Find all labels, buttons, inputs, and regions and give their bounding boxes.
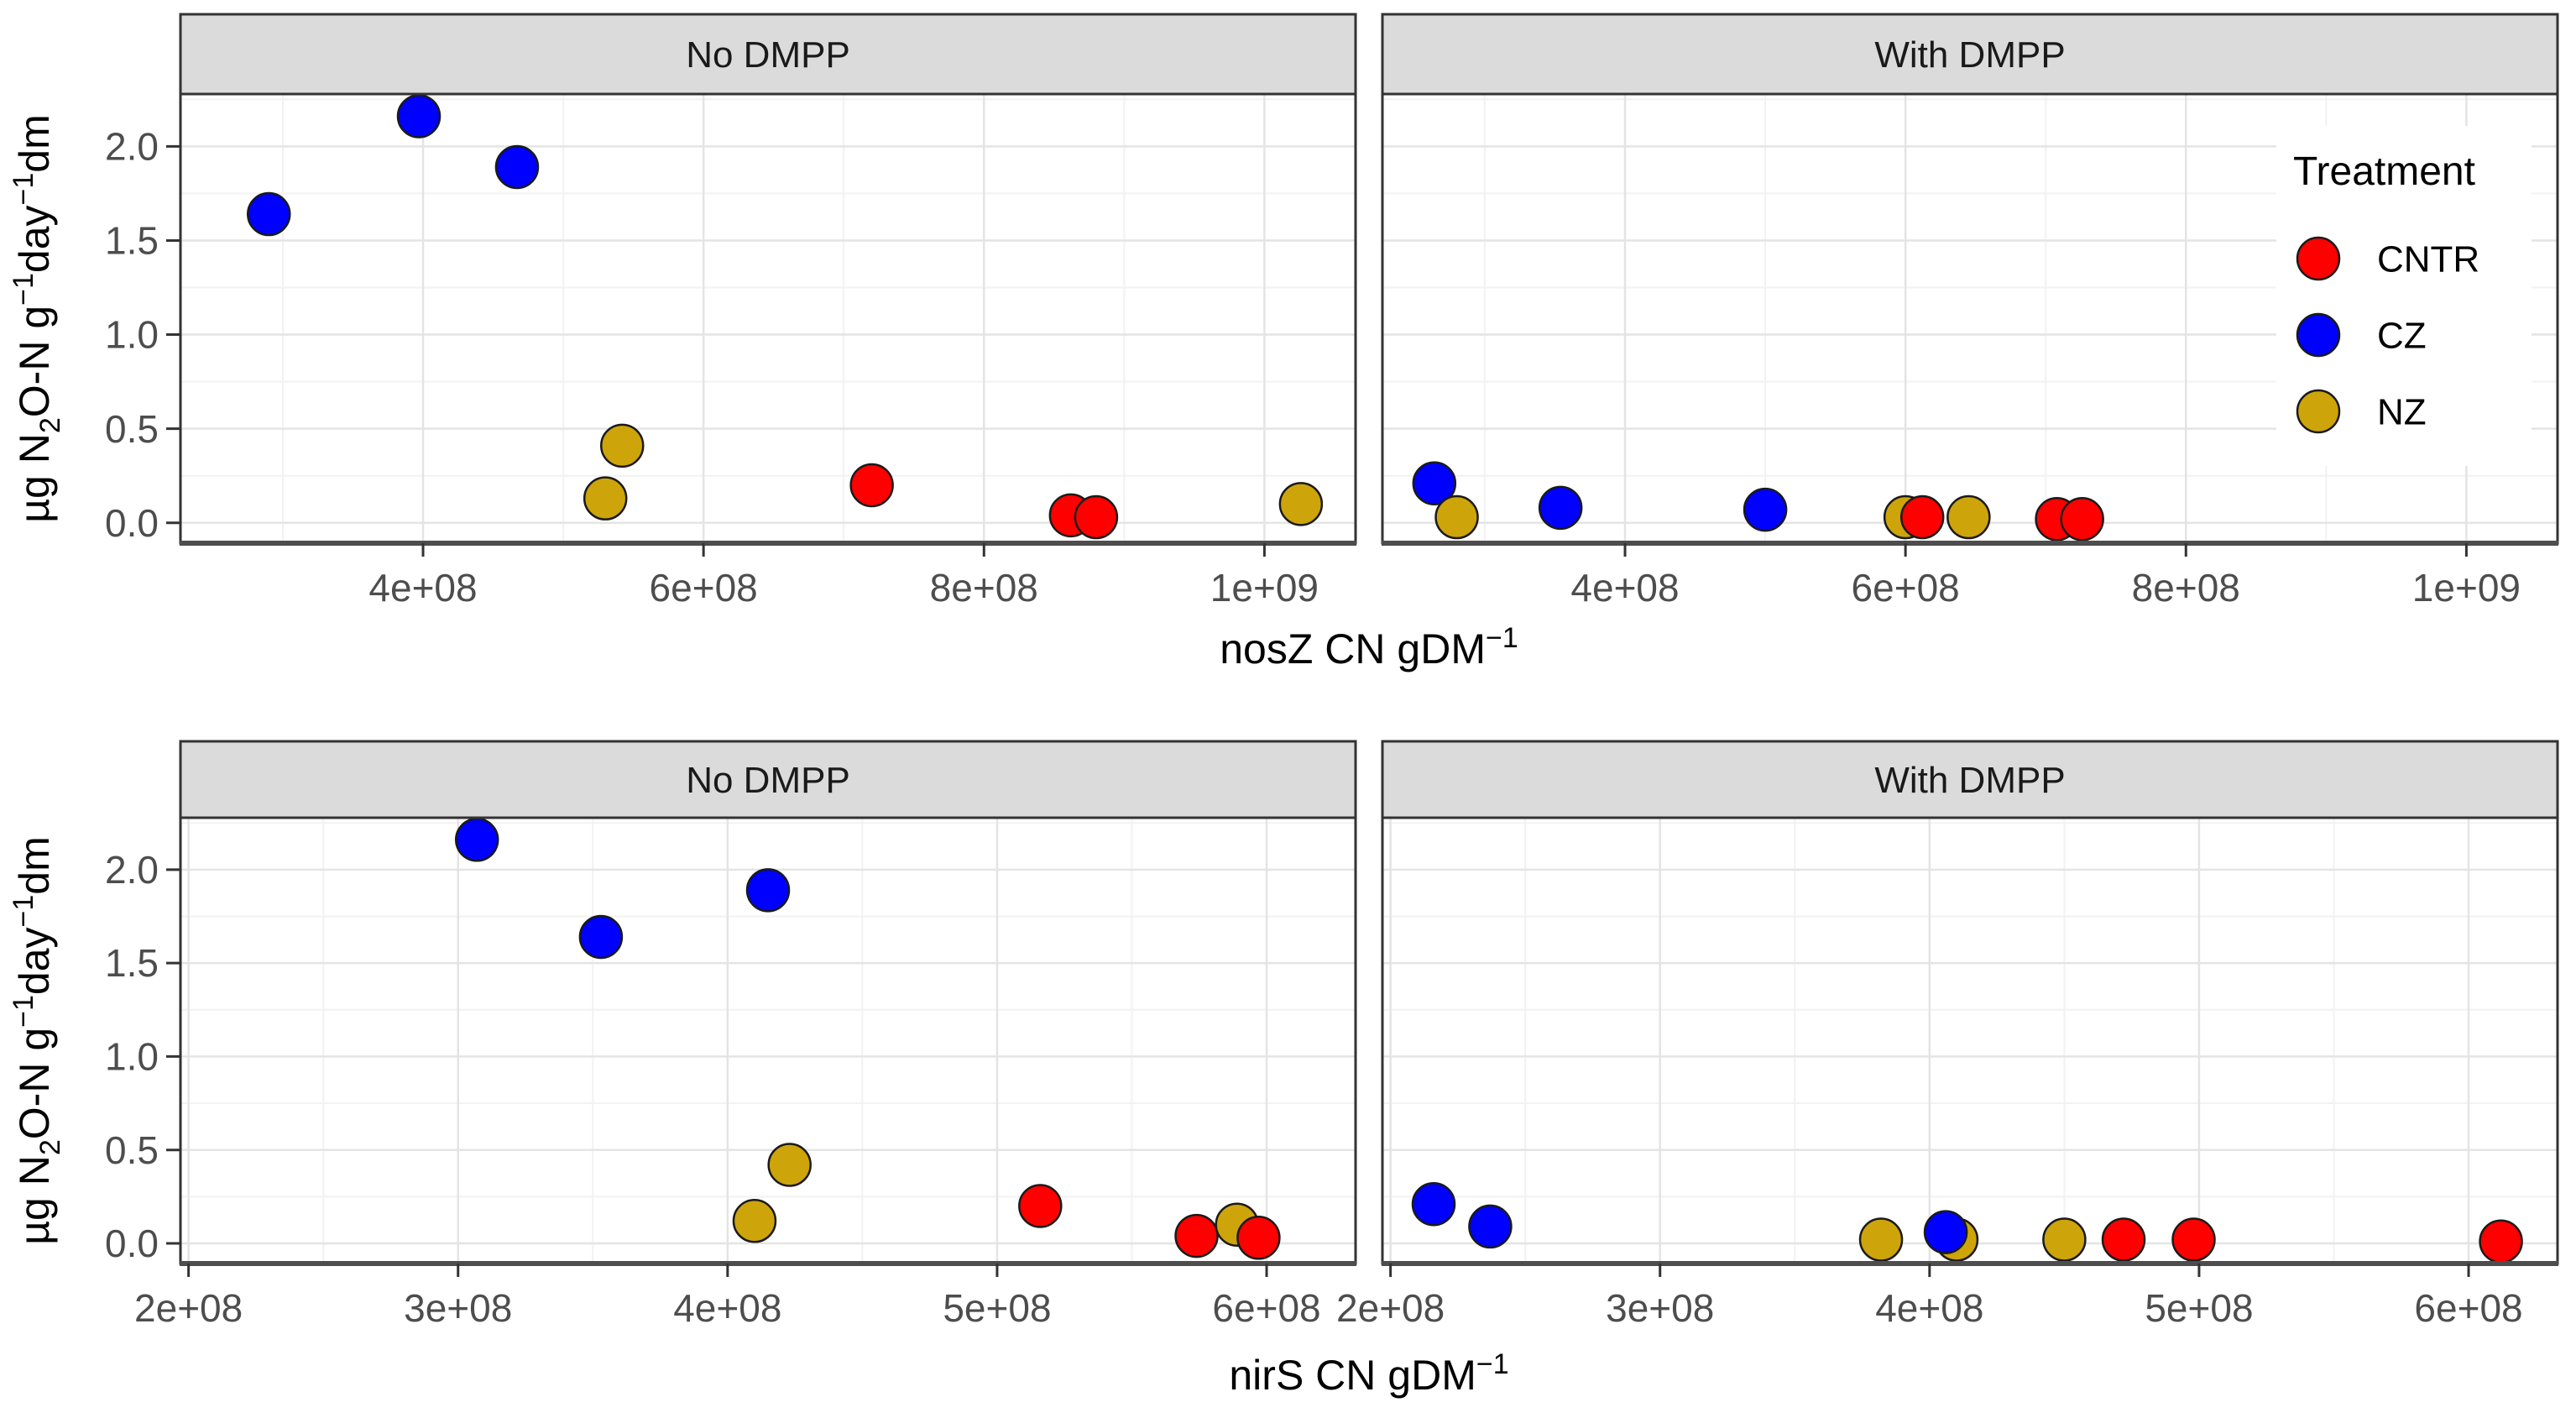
data-point-nz: [583, 476, 628, 521]
y-tick-label: 1.5: [105, 941, 159, 985]
data-point-cz: [745, 868, 791, 913]
x-tick-label: 8e+08: [2132, 566, 2240, 610]
data-point-nz: [1858, 1217, 1904, 1262]
y-tick-label: 2.0: [105, 124, 159, 168]
legend-swatch-nz: [2296, 389, 2341, 434]
x-tick-label: 4e+08: [368, 566, 477, 610]
data-point-cntr: [849, 463, 894, 508]
data-point-cz: [578, 914, 624, 960]
x-tick-label: 6e+08: [2414, 1286, 2522, 1330]
data-point-cz: [1743, 487, 1788, 532]
x-axis-title: nirS CN gDM−1: [1229, 1348, 1508, 1399]
legend-item-label: NZ: [2377, 391, 2427, 432]
facet-strip-label: No DMPP: [686, 34, 850, 76]
facet-strip-label: With DMPP: [1874, 34, 2065, 76]
x-tick-label: 1e+09: [2412, 566, 2521, 610]
data-point-nz: [1946, 494, 1991, 540]
y-tick-label: 0.5: [105, 407, 159, 451]
y-tick-label: 1.5: [105, 219, 159, 263]
y-tick-label: 0.0: [105, 1222, 159, 1265]
legend: Treatment CNTR CZ NZ: [2276, 126, 2532, 466]
panel-bg: [180, 94, 1356, 543]
x-tick-label: 6e+08: [650, 566, 758, 610]
legend-item-label: CZ: [2377, 315, 2427, 356]
x-tick-label: 5e+08: [2145, 1286, 2253, 1330]
y-tick-label: 1.0: [105, 313, 159, 357]
data-point-nz: [732, 1199, 777, 1243]
x-tick-label: 6e+08: [1212, 1286, 1320, 1330]
legend-item: CZ: [2296, 312, 2427, 358]
data-point-cz: [454, 818, 499, 862]
x-tick-label: 5e+08: [943, 1286, 1051, 1330]
data-point-cntr: [1236, 1216, 1281, 1260]
x-tick-label: 4e+08: [673, 1286, 781, 1330]
legend-item-label: CNTR: [2377, 238, 2479, 280]
data-point-cntr: [1074, 494, 1119, 540]
data-point-nz: [767, 1143, 812, 1187]
data-point-cntr: [2060, 497, 2104, 542]
data-point-cntr: [1899, 494, 1945, 540]
x-tick-label: 2e+08: [134, 1286, 243, 1330]
x-tick-label: 4e+08: [1570, 566, 1679, 610]
panel-bg: [1382, 818, 2558, 1264]
y-axis-title: µg N2O-N g−1day−1dm: [8, 836, 66, 1245]
x-tick-label: 2e+08: [1336, 1286, 1445, 1330]
x-tick-label: 1e+09: [1210, 566, 1319, 610]
y-tick-label: 2.0: [105, 848, 159, 892]
facet-strip-label: With DMPP: [1874, 760, 2065, 801]
data-point-cz: [396, 94, 442, 139]
data-point-nz: [1278, 482, 1324, 526]
facet-strip-label: No DMPP: [686, 760, 850, 801]
panel-nosz-no-dmpp: No DMPP 4e+08 6e+08 8e+08 1e+09 0.0 0.5 1.0 1.5 2…: [105, 13, 1357, 610]
data-point-cz: [1923, 1210, 1968, 1254]
y-axis-title: µg N2O-N g−1day−1dm: [8, 114, 66, 523]
legend-swatch-cntr: [2296, 236, 2341, 281]
x-tick-label: 6e+08: [1852, 566, 1960, 610]
facet-strip: [179, 740, 1357, 819]
legend-item: CNTR: [2296, 236, 2479, 281]
data-point-nz: [600, 423, 645, 468]
legend-swatch-cz: [2296, 312, 2341, 358]
x-tick-label: 4e+08: [1875, 1286, 1983, 1330]
data-point-cz: [1412, 461, 1457, 505]
data-point-cntr: [1018, 1184, 1063, 1228]
panel-nirs-no-dmpp: No DMPP 2e+08 3e+08 4e+08 5e+08 6e+08 0.0 0.5 1.…: [105, 740, 1357, 1330]
data-point-cz: [1538, 485, 1583, 531]
x-tick-label: 3e+08: [404, 1286, 512, 1330]
data-point-cz: [247, 191, 291, 237]
data-point-cz: [494, 144, 540, 190]
facet-strip: [179, 13, 1357, 96]
data-point-nz: [1434, 494, 1479, 540]
panel-nirs-with-dmpp: With DMPP 2e+08 3e+08 4e+08 5e+08 6e+08: [1336, 740, 2559, 1330]
y-tick-label: 0.5: [105, 1128, 159, 1172]
data-point-cntr: [1174, 1213, 1219, 1258]
y-tick-label: 0.0: [105, 501, 159, 545]
data-point-nz: [2042, 1217, 2087, 1262]
x-tick-label: 8e+08: [930, 566, 1038, 610]
data-point-cntr: [2479, 1219, 2523, 1264]
legend-item: NZ: [2296, 389, 2427, 434]
data-point-cz: [1411, 1181, 1456, 1227]
data-point-cntr: [2101, 1217, 2146, 1262]
facet-strip: [1381, 740, 2559, 819]
y-tick-label: 1.0: [105, 1035, 159, 1079]
x-tick-label: 3e+08: [1606, 1286, 1714, 1330]
data-point-cz: [1468, 1204, 1513, 1249]
x-axis-title: nosZ CN gDM−1: [1220, 622, 1518, 672]
data-point-cntr: [2171, 1217, 2216, 1262]
legend-title: Treatment: [2293, 149, 2475, 194]
